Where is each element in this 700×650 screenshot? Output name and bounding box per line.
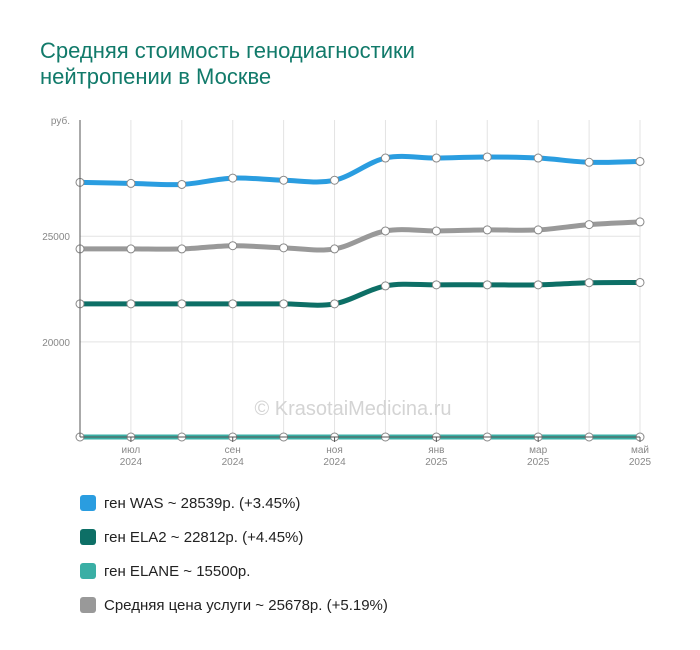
chart-title-line-1: Средняя стоимость генодиагностики xyxy=(40,38,415,63)
data-point xyxy=(431,153,441,163)
series-line xyxy=(77,279,643,308)
x-tick-month: сен xyxy=(225,445,241,456)
x-tick-month: мар xyxy=(529,445,547,456)
x-tick-month: янв xyxy=(428,445,444,456)
x-tick-year: 2025 xyxy=(527,457,550,468)
legend-label: ген ELA2 ~ 22812р. (+4.45%) xyxy=(104,528,304,546)
line-chart: © KrasotaiMedicina.ru 2000025000руб.июл2… xyxy=(42,115,651,468)
data-point xyxy=(228,299,238,309)
data-point xyxy=(380,153,390,163)
data-point xyxy=(431,280,441,290)
x-tick-month: июл xyxy=(122,445,141,456)
data-point xyxy=(431,226,441,236)
x-tick-month: май xyxy=(631,445,649,456)
chart-title-line-2: нейтропении в Москве xyxy=(40,64,272,89)
data-point xyxy=(635,217,645,227)
data-point xyxy=(279,243,289,253)
legend-swatch xyxy=(80,597,96,613)
series-series-3 xyxy=(75,217,645,254)
x-tick-month: ноя xyxy=(326,445,343,456)
legend-label: ген WAS ~ 28539р. (+3.45%) xyxy=(104,494,301,512)
legend-item: Средняя цена услуги ~ 25678р. (+5.19%) xyxy=(80,588,640,622)
legend-item: ген ELANE ~ 15500р. xyxy=(80,554,640,588)
legend-item: ген ELA2 ~ 22812р. (+4.45%) xyxy=(80,520,640,554)
watermark: © KrasotaiMedicina.ru xyxy=(254,398,451,420)
data-point xyxy=(482,152,492,162)
data-point xyxy=(330,299,340,309)
data-point xyxy=(584,157,594,167)
data-point xyxy=(330,175,340,185)
x-tick-year: 2024 xyxy=(222,457,245,468)
data-point xyxy=(635,277,645,287)
data-point xyxy=(380,281,390,291)
chart-title: Средняя стоимость генодиагностики нейтро… xyxy=(40,38,640,90)
data-point xyxy=(635,156,645,166)
data-point xyxy=(177,299,187,309)
data-point xyxy=(584,278,594,288)
x-tick-year: 2024 xyxy=(323,457,346,468)
data-point xyxy=(126,244,136,254)
data-point xyxy=(533,225,543,235)
data-point xyxy=(279,175,289,185)
data-point xyxy=(177,244,187,254)
series-line xyxy=(77,153,643,188)
data-point xyxy=(228,241,238,251)
data-point xyxy=(380,226,390,236)
legend-swatch xyxy=(80,529,96,545)
legend-swatch xyxy=(80,563,96,579)
legend-item: ген WAS ~ 28539р. (+3.45%) xyxy=(80,486,640,520)
chart-legend: ген WAS ~ 28539р. (+3.45%) ген ELA2 ~ 228… xyxy=(80,486,640,622)
y-axis-label: руб. xyxy=(51,115,70,127)
data-point xyxy=(228,173,238,183)
data-point xyxy=(126,178,136,188)
legend-label: Средняя цена услуги ~ 25678р. (+5.19%) xyxy=(104,596,388,614)
x-tick-year: 2024 xyxy=(120,457,143,468)
data-point xyxy=(126,299,136,309)
series-was xyxy=(75,152,645,189)
data-point xyxy=(482,225,492,235)
data-point xyxy=(177,179,187,189)
legend-swatch xyxy=(80,495,96,511)
x-tick-year: 2025 xyxy=(629,457,652,468)
x-tick-year: 2025 xyxy=(425,457,448,468)
series-ela2 xyxy=(75,277,645,309)
data-point xyxy=(279,299,289,309)
y-tick-label: 25000 xyxy=(42,232,70,243)
data-point xyxy=(533,153,543,163)
chart-axes: 2000025000руб.июл2024сен2024ноя2024янв20… xyxy=(42,115,651,468)
data-point xyxy=(330,244,340,254)
data-point xyxy=(584,220,594,230)
data-point xyxy=(482,280,492,290)
y-tick-label: 20000 xyxy=(42,338,70,349)
legend-label: ген ELANE ~ 15500р. xyxy=(104,562,251,580)
data-point xyxy=(533,280,543,290)
